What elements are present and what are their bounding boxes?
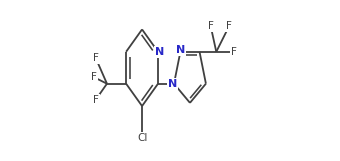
Text: F: F [91,72,97,82]
Text: N: N [155,47,164,57]
Text: F: F [231,47,237,57]
Text: F: F [226,21,232,31]
Text: N: N [176,45,185,55]
Text: F: F [93,95,99,105]
Text: Cl: Cl [137,133,147,143]
Text: F: F [208,21,214,31]
Text: N: N [168,79,177,89]
Text: F: F [93,53,99,63]
